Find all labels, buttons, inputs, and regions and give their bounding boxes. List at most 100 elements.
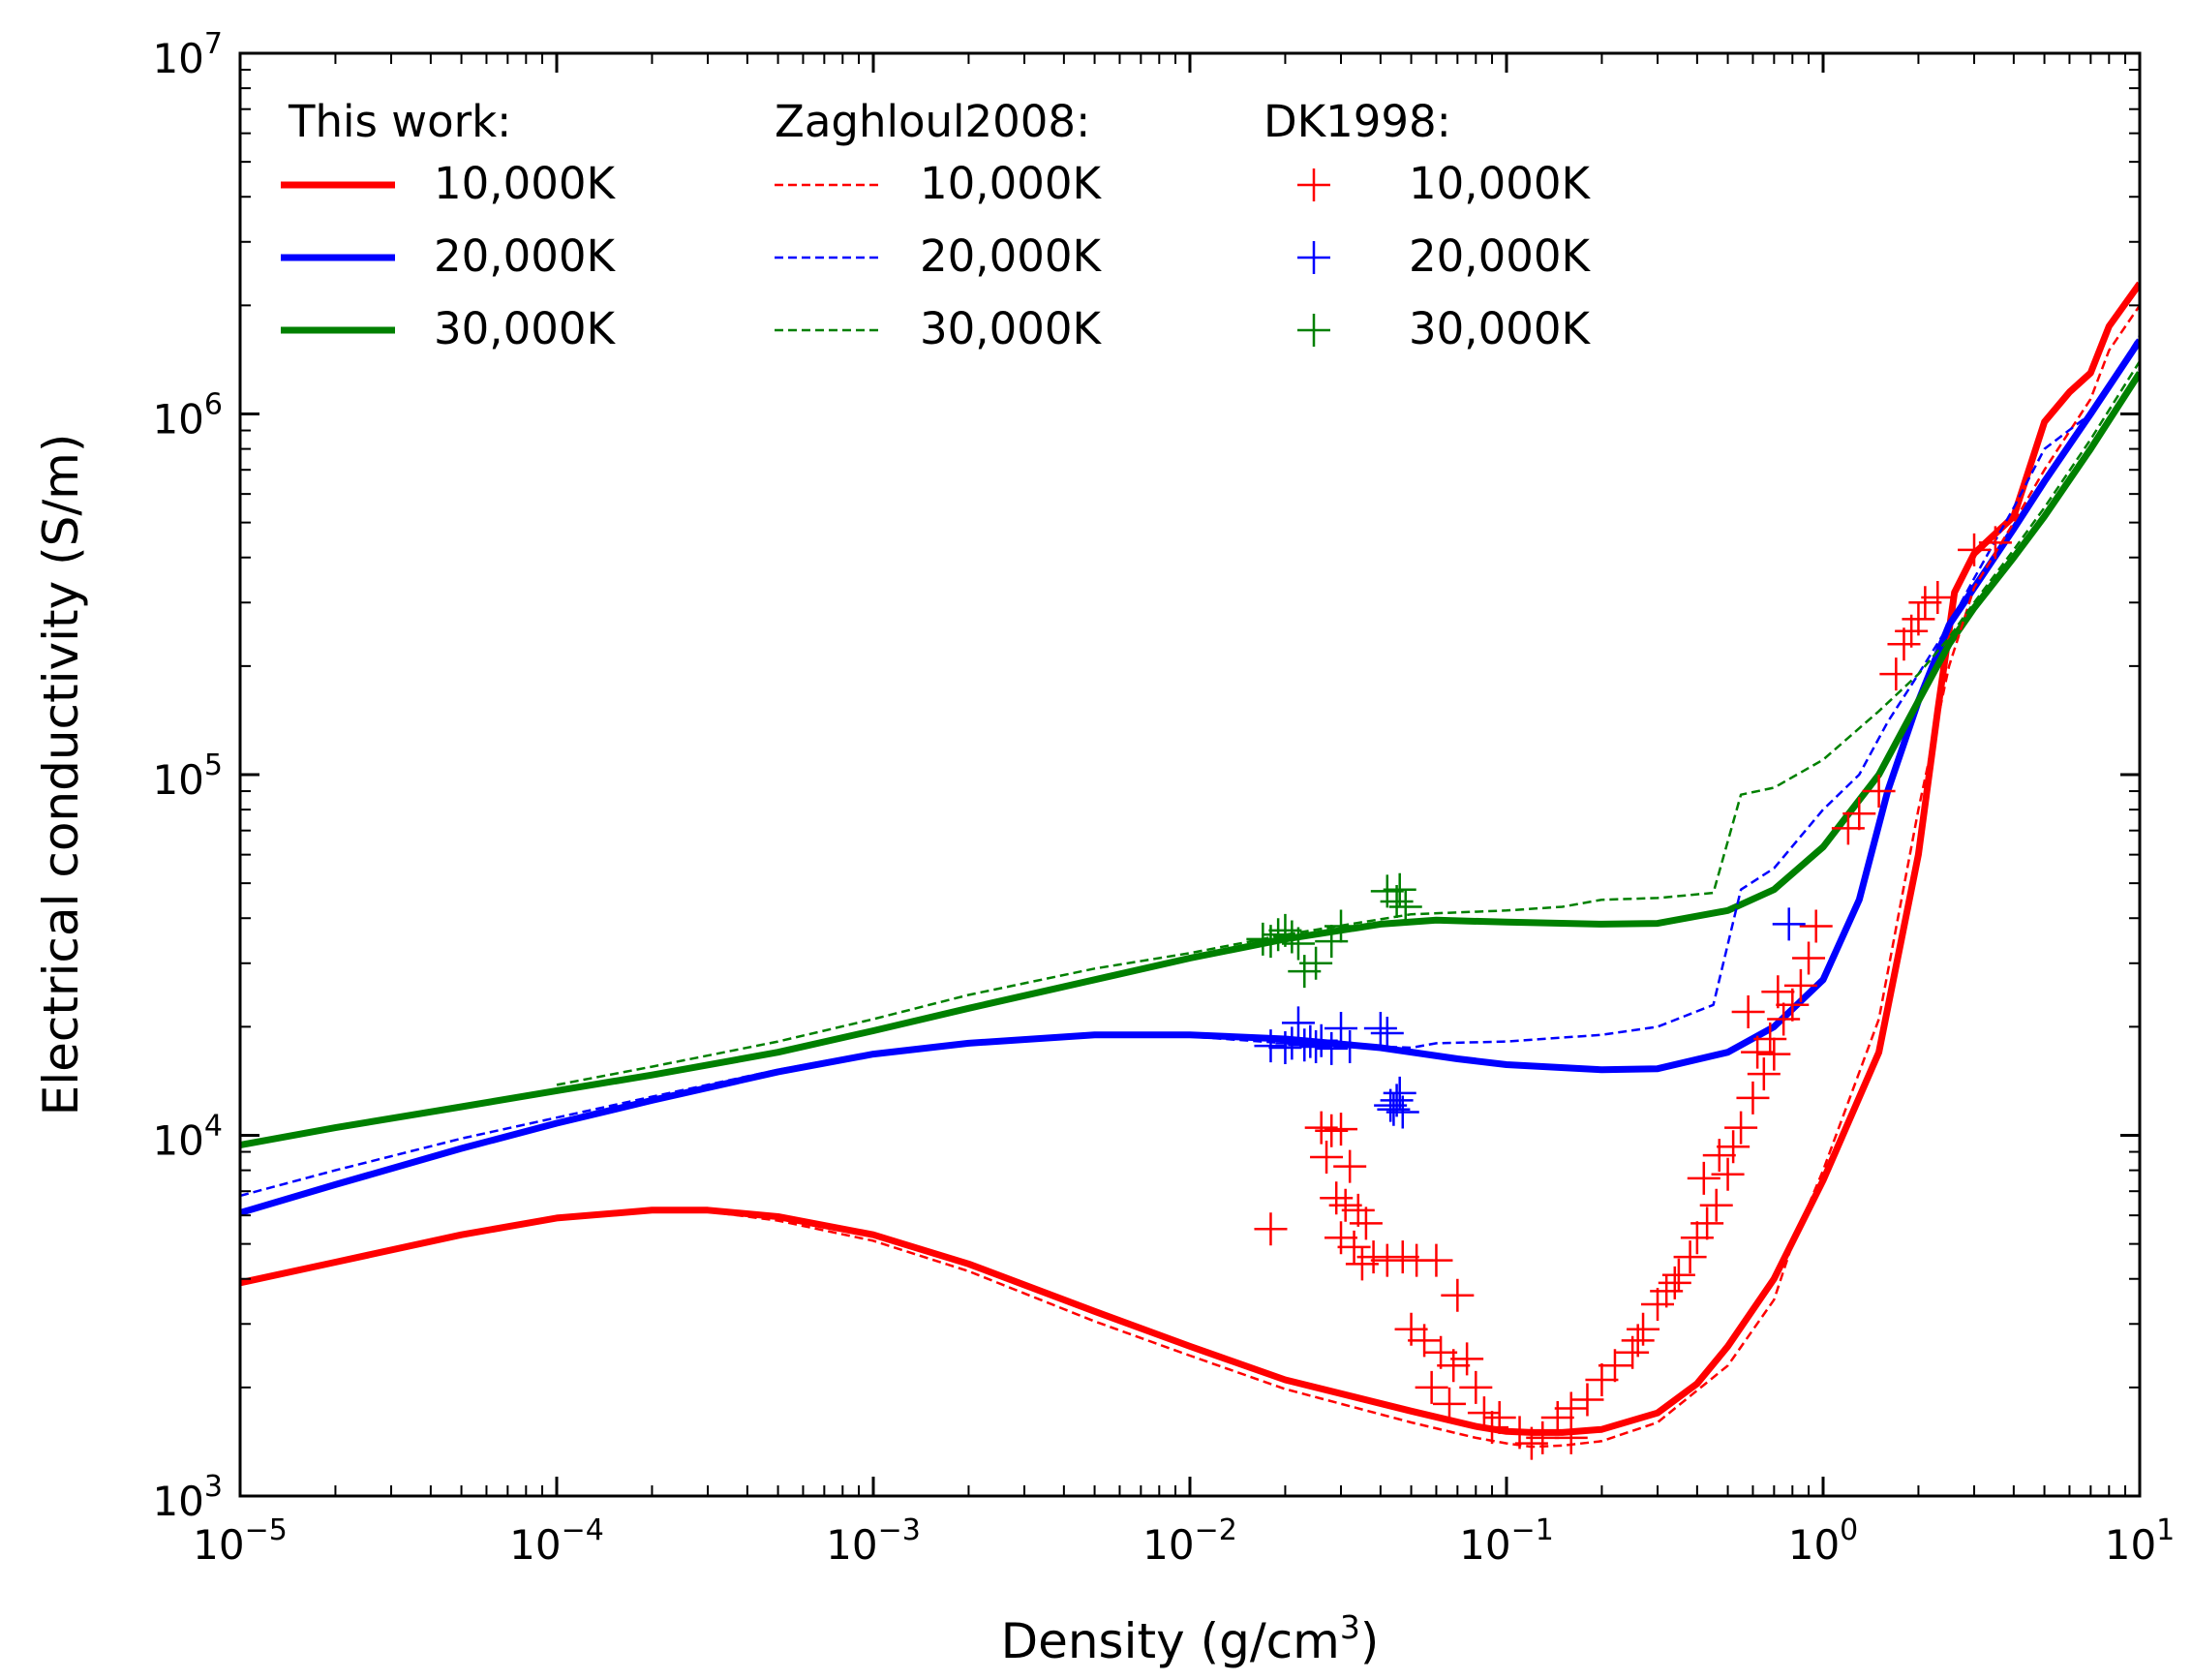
dk1998-marker-0-22: [1437, 1349, 1471, 1383]
legend: This work: 10,000K 20,000K 30,000K Zaghloul2…: [281, 96, 1591, 354]
dk1998-marker-2-2: [1262, 918, 1295, 952]
y-axis-title: Electrical conductivity (S/m): [33, 434, 89, 1116]
dk1998-marker-1-17: [1374, 1088, 1408, 1122]
dk1998-marker-0-59: [1687, 1161, 1720, 1195]
dk1998-marker-0-18: [1441, 1278, 1475, 1312]
x-axis-title: Density (g/cm3): [1001, 1608, 1380, 1669]
dk1998-marker-0-2: [1315, 1114, 1349, 1147]
dk1998-marker-1-1: [1268, 1030, 1302, 1064]
dk1998-marker-0-35: [1585, 1362, 1619, 1396]
dk1998-marker-0-73: [1476, 1411, 1509, 1445]
dk1998-marker-0-10: [1324, 1221, 1358, 1255]
dk1998-marker-0-49: [1736, 1081, 1770, 1115]
x-tick-label: 10−3: [826, 1513, 921, 1569]
legend-label: 10,000K: [434, 158, 616, 209]
legend-title: Zaghloul2008:: [775, 96, 1090, 147]
series-line-zaghloul-4: [240, 334, 2140, 1198]
dk1998-marker-0-50: [1747, 1057, 1781, 1091]
dk1998-marker-1-11: [1363, 1011, 1397, 1045]
dk1998-marker-2-0: [1246, 922, 1280, 956]
dk1998-marker-0-6: [1320, 1181, 1354, 1215]
dk1998-marker-0-58: [1741, 1035, 1775, 1069]
dk1998-marker-0-53: [1776, 988, 1810, 1022]
legend-label: 30,000K: [434, 303, 616, 354]
dk1998-marker-0-27: [1467, 1396, 1501, 1430]
y-tick-label: 105: [152, 748, 223, 804]
legend-swatch-marker: [1297, 314, 1330, 347]
dk1998-marker-0-8: [1341, 1193, 1375, 1227]
x-tick-label: 10−5: [193, 1513, 288, 1569]
dk1998-marker-0-71: [1978, 526, 2012, 560]
y-tick-label: 103: [152, 1470, 223, 1525]
series-line-thiswork-0: [240, 281, 2140, 1436]
dk1998-marker-0-25: [1432, 1387, 1466, 1420]
dk1998-marker-0-46: [1711, 1157, 1745, 1191]
dk1998-marker-1-2: [1275, 1026, 1309, 1060]
dk1998-marker-0-51: [1757, 1037, 1791, 1071]
legend-title: DK1998:: [1263, 96, 1451, 147]
dk1998-marker-0-52: [1767, 1002, 1801, 1036]
y-tick-label: 107: [152, 27, 223, 82]
plot-area: [240, 53, 2140, 1496]
dk1998-marker-0-21: [1424, 1335, 1458, 1369]
dk1998-marker-0-77: [1658, 1266, 1691, 1299]
dk1998-marker-0-69: [1921, 580, 1955, 614]
dk1998-marker-0-54: [1783, 968, 1817, 1002]
dk1998-marker-1-12: [1370, 1016, 1404, 1050]
dk1998-marker-0-14: [1385, 1240, 1419, 1274]
dk1998-marker-1-0: [1254, 1029, 1288, 1063]
dk1998-marker-1-13: [1377, 1092, 1411, 1126]
dk1998-marker-0-42: [1673, 1240, 1707, 1274]
legend-label: 20,000K: [434, 230, 616, 282]
y-tick-label: 106: [152, 388, 223, 443]
legend-label: 10,000K: [1409, 158, 1591, 209]
dk1998-marker-0-13: [1370, 1243, 1404, 1277]
legend-label: 30,000K: [920, 303, 1102, 354]
legend-swatch-marker: [1297, 241, 1330, 274]
dk1998-marker-0-70: [1958, 533, 1992, 566]
series-layer: [240, 281, 2140, 1449]
dk1998-marker-0-26: [1459, 1370, 1493, 1404]
dk1998-marker-2-12: [1383, 872, 1416, 906]
legend-label: 20,000K: [1409, 230, 1591, 282]
dk1998-marker-2-3: [1268, 913, 1302, 947]
dk1998-marker-0-57: [1731, 994, 1765, 1028]
dk1998-marker-2-5: [1281, 927, 1315, 961]
dk1998-marker-0-34: [1570, 1383, 1604, 1417]
dk1998-marker-1-3: [1281, 1006, 1315, 1040]
dk1998-marker-0-17: [1419, 1243, 1453, 1277]
dk1998-marker-1-9: [1324, 1011, 1358, 1045]
dk1998-marker-0-40: [1650, 1274, 1684, 1308]
series-line-zaghloul-5: [556, 360, 2140, 1086]
dk1998-marker-1-6: [1299, 1030, 1333, 1064]
dk1998-marker-0-31: [1526, 1420, 1560, 1454]
dk1998-marker-0-55: [1792, 941, 1826, 975]
dk1998-marker-1-10: [1333, 1030, 1367, 1064]
dk1998-marker-0-5: [1333, 1149, 1367, 1183]
dk1998-marker-2-8: [1315, 925, 1349, 959]
dk1998-marker-0-15: [1345, 1247, 1379, 1281]
dk1998-marker-0-23: [1450, 1342, 1484, 1376]
x-tick-label: 10−2: [1142, 1513, 1237, 1569]
dk1998-marker-0-62: [1842, 797, 1876, 831]
dk1998-marker-0-11: [1337, 1230, 1371, 1264]
dk1998-marker-0-65: [1887, 627, 1921, 661]
x-tick-label: 101: [2105, 1513, 2176, 1569]
series-line-thiswork-1: [240, 338, 2140, 1216]
dk1998-marker-0-48: [1724, 1111, 1758, 1145]
dk1998-marker-1-18: [1772, 907, 1806, 941]
dk1998-marker-1-8: [1315, 1031, 1349, 1065]
dk1998-marker-0-72: [1554, 1420, 1588, 1454]
legend-label: 20,000K: [920, 230, 1102, 282]
dk1998-marker-0-74: [1761, 975, 1795, 1009]
dk1998-marker-1-15: [1383, 1076, 1416, 1110]
series-line-thiswork-2: [240, 371, 2140, 1148]
dk1998-marker-0-24: [1415, 1370, 1448, 1404]
dk1998-marker-0-76: [1621, 1324, 1655, 1358]
dk1998-marker-2-9: [1324, 909, 1358, 943]
legend-label: 30,000K: [1409, 303, 1591, 354]
dk1998-marker-0-0: [1254, 1212, 1288, 1246]
x-tick-label: 10−1: [1459, 1513, 1554, 1569]
y-tick-label: 104: [152, 1110, 223, 1165]
dk1998-marker-0-4: [1310, 1141, 1344, 1175]
